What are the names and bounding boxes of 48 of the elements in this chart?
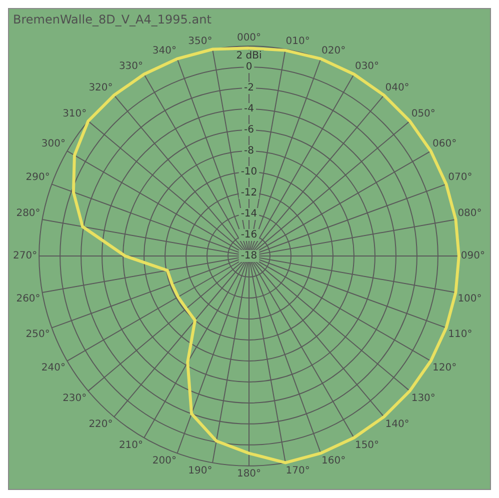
y-tick-label: -2 (244, 82, 254, 94)
y-tick-label: -4 (244, 104, 254, 115)
spoke-label: 080° (458, 208, 482, 219)
spoke-label: 140° (385, 418, 410, 430)
spoke-label: 030° (354, 61, 380, 72)
spoke-label: 210° (118, 440, 144, 452)
spoke-label: 260° (16, 293, 40, 304)
y-tick-label: 0 (246, 62, 252, 73)
spoke-label: 240° (41, 362, 66, 374)
spoke-label: 190° (188, 465, 212, 476)
y-tick-label: -18 (240, 250, 258, 262)
spoke-label: 170° (286, 465, 310, 476)
y-tick-label: -6 (244, 124, 254, 136)
spoke-label: 340° (152, 45, 177, 56)
spoke-label: 150° (354, 440, 380, 452)
spoke-label: 350° (188, 36, 212, 47)
spoke-label: 010° (286, 36, 310, 47)
spoke-label: 290° (26, 172, 50, 184)
spoke-label: 200° (152, 456, 177, 467)
spoke-label: 180° (236, 468, 262, 480)
spoke-label: 000° (236, 32, 262, 44)
y-tick-label: -8 (244, 146, 254, 157)
spoke-label: 060° (432, 138, 457, 150)
spoke-label: 310° (62, 108, 87, 120)
spoke-label: 280° (16, 208, 40, 219)
spoke-label: 250° (26, 329, 50, 340)
spoke-label: 300° (41, 138, 66, 150)
y-tick-label: -10 (240, 166, 258, 178)
chart-title: BremenWalle_8D_V_A4_1995.ant (13, 12, 212, 26)
spoke-label: 040° (385, 82, 410, 94)
spoke-label: 020° (321, 45, 346, 56)
spoke-label: 090° (460, 250, 486, 262)
spoke-label: 320° (88, 82, 113, 94)
spoke-label: 130° (411, 392, 436, 404)
spoke-label: 230° (62, 392, 87, 404)
y-tick-label: -12 (240, 188, 258, 199)
spoke-label: 160° (321, 456, 346, 467)
y-tick-label: -16 (240, 230, 258, 241)
y-tick-label: -14 (240, 208, 258, 220)
spoke-label: 120° (432, 362, 457, 374)
spoke-label: 050° (411, 108, 436, 120)
spoke-label: 100° (458, 293, 482, 304)
spoke-label: 110° (448, 329, 472, 340)
spoke-label: 220° (88, 418, 113, 430)
spoke-label: 270° (12, 250, 38, 262)
spoke-label: 070° (448, 172, 472, 184)
spoke-label: 330° (118, 61, 144, 72)
y-tick-label: 2 dBi (236, 50, 262, 62)
